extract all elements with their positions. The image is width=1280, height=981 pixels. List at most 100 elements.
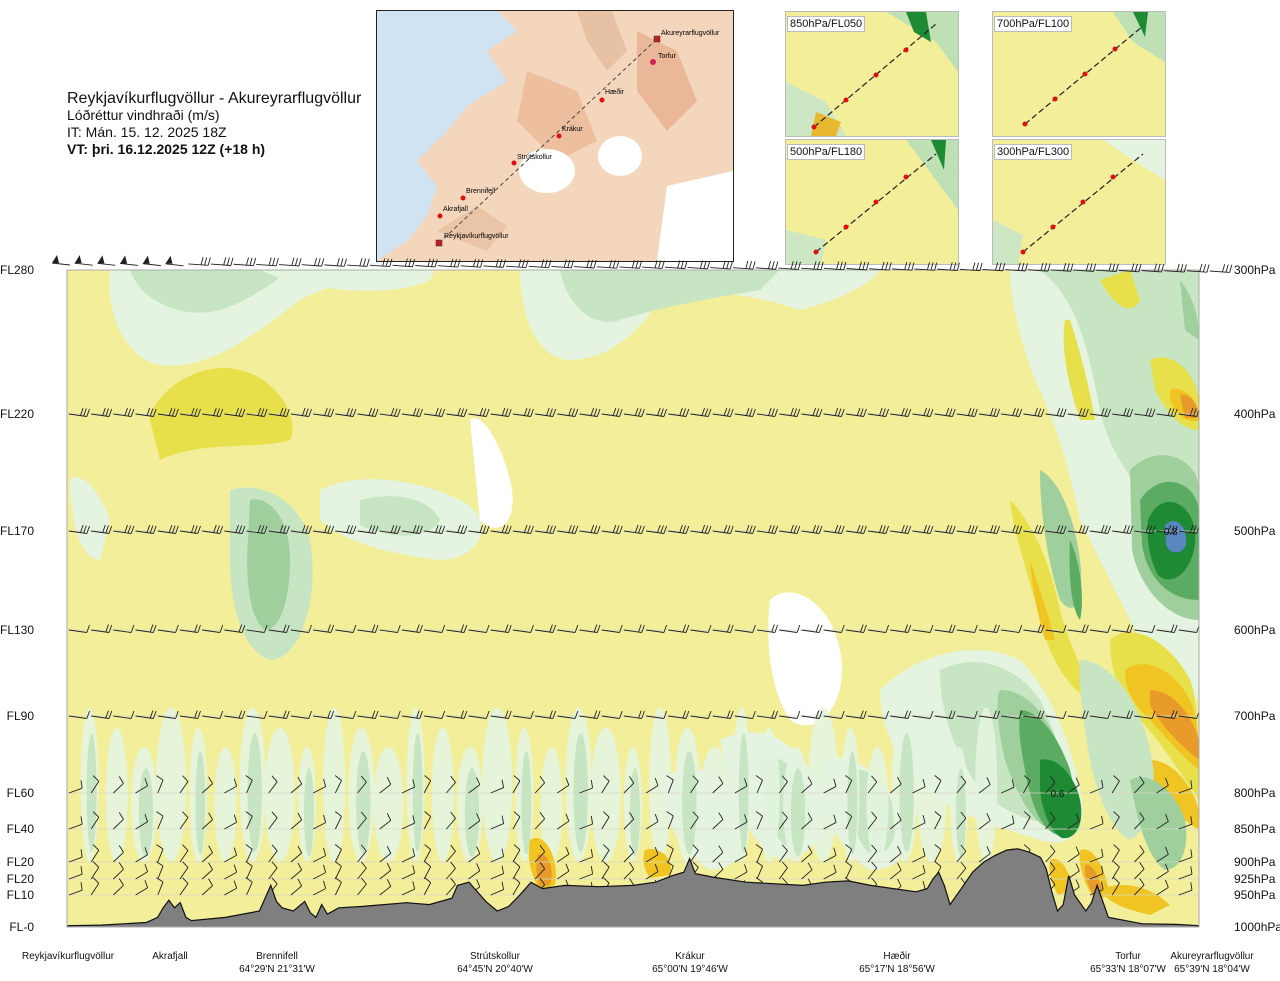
wind-barb	[1134, 878, 1145, 896]
barb-flag	[730, 525, 734, 534]
barb-flag	[390, 524, 395, 533]
wind-barb	[1045, 407, 1067, 417]
barb-staff	[379, 629, 398, 633]
barb-flag	[233, 778, 238, 787]
wind-barb	[113, 812, 124, 830]
wind-barb	[135, 710, 157, 719]
convection-core	[630, 768, 640, 857]
wind-barb	[889, 845, 902, 863]
barb-staff	[601, 849, 610, 863]
barb-flag	[793, 525, 798, 534]
barb-flag	[386, 863, 392, 871]
barb-flag	[926, 525, 931, 534]
barb-flag	[590, 259, 594, 268]
barb-flag	[386, 813, 392, 821]
barb-flag	[397, 710, 401, 719]
barb-flag	[546, 524, 550, 533]
barb-flag	[1129, 408, 1134, 417]
barb-staff	[423, 882, 432, 896]
wind-barb	[233, 257, 257, 267]
barb-flag	[1229, 264, 1233, 273]
barb-flag	[807, 776, 813, 785]
barb-flag	[226, 257, 230, 266]
barb-flag	[200, 257, 204, 265]
barb-flag	[495, 259, 499, 267]
barb-flag	[397, 408, 401, 417]
barb-flag	[745, 407, 750, 416]
barb-flag	[1063, 710, 1067, 719]
wind-barb	[1201, 845, 1209, 862]
barb-flag	[308, 408, 312, 417]
barb-flag	[1167, 524, 1172, 533]
wind-barb	[423, 775, 432, 794]
wind-barb	[1089, 779, 1104, 794]
barb-flag	[616, 260, 620, 269]
wind-barb	[224, 407, 246, 417]
barb-flag	[86, 624, 90, 633]
barb-flag	[952, 408, 956, 417]
barb-staff	[534, 818, 545, 830]
barb-flag	[897, 776, 902, 785]
barb-staff	[468, 629, 487, 633]
wind-barb	[734, 847, 748, 863]
wind-barb	[1023, 624, 1045, 633]
barb-flag	[518, 259, 522, 268]
barb-flag	[204, 257, 208, 266]
wind-barb	[445, 861, 456, 880]
barb-flag	[1056, 407, 1061, 416]
barb-flag	[1040, 710, 1045, 719]
barb-flag	[352, 710, 357, 719]
wind-barb	[202, 710, 224, 719]
barb-staff	[268, 867, 278, 880]
wind-barb	[1089, 524, 1111, 534]
wind-barb	[912, 524, 934, 534]
wind-barb	[712, 524, 734, 534]
barb-flag	[781, 861, 788, 868]
wind-barb	[202, 524, 224, 534]
barb-flag	[744, 847, 748, 856]
barb-staff	[290, 715, 309, 719]
wind-barb	[379, 710, 401, 719]
wind-barb	[468, 710, 490, 719]
wind-barb	[1201, 862, 1209, 879]
barb-flag	[1063, 262, 1067, 271]
barb-flag	[1212, 408, 1215, 416]
wind-barb	[423, 811, 432, 830]
wind-barb	[224, 710, 246, 719]
barb-flag	[1123, 524, 1127, 533]
barb-flag	[730, 408, 734, 417]
wind-barb	[959, 262, 983, 272]
wind-barb	[1067, 777, 1080, 794]
convection-core	[521, 751, 532, 855]
barb-flag	[450, 775, 456, 783]
barb-staff	[579, 856, 593, 863]
convection-core	[356, 751, 371, 855]
barb-flag	[862, 261, 866, 270]
barb-flag	[657, 407, 661, 416]
barb-staff	[512, 849, 521, 863]
barb-flag	[1189, 524, 1194, 533]
barb-staff	[734, 785, 748, 794]
barb-flag	[1059, 408, 1064, 417]
barb-flag	[1075, 813, 1080, 822]
barb-flag	[219, 525, 224, 534]
wind-barb	[645, 813, 659, 830]
barb-flag	[352, 624, 357, 633]
barb-flag	[897, 812, 902, 821]
barb-flag	[86, 408, 90, 417]
barb-flag	[334, 775, 342, 781]
barb-flag	[1190, 780, 1193, 789]
barb-staff	[1134, 818, 1145, 830]
barb-flag	[297, 776, 303, 785]
wind-barb	[179, 775, 189, 794]
map-label-akureyri: Akureyrarflugvöllur	[661, 30, 720, 37]
mini-map-300-graphic	[993, 140, 1165, 264]
wind-barb	[978, 846, 991, 863]
barb-staff	[845, 849, 853, 863]
barb-flag	[508, 525, 512, 534]
wind-barb	[823, 710, 845, 719]
barb-staff	[712, 819, 724, 830]
barb-staff	[512, 780, 521, 794]
wind-barb	[528, 259, 552, 269]
convection-cell	[264, 727, 295, 863]
